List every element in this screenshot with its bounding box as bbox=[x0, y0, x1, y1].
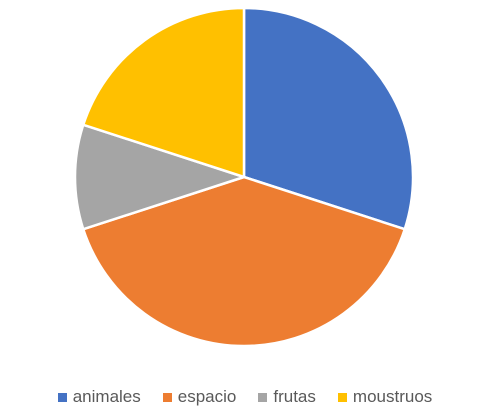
legend-item-espacio: espacio bbox=[162, 387, 237, 407]
legend-label-moustruos: moustruos bbox=[352, 387, 433, 406]
pie-slice-animales bbox=[242, 6, 415, 231]
legend-swatch-frutas bbox=[258, 392, 268, 402]
pie-slice-frutas bbox=[73, 123, 246, 231]
legend-label-animales: animales bbox=[72, 387, 141, 406]
legend-item-frutas: frutas bbox=[258, 387, 316, 407]
legend-swatch-espacio bbox=[162, 392, 172, 402]
pie-slice-moustruos bbox=[82, 6, 246, 179]
legend-item-animales: animales bbox=[57, 387, 141, 407]
legend-label-frutas: frutas bbox=[273, 387, 316, 406]
legend: animales espacio frutas moustruos bbox=[0, 385, 490, 409]
legend-label-espacio: espacio bbox=[177, 387, 237, 406]
legend-item-moustruos: moustruos bbox=[337, 387, 433, 407]
pie-slice-espacio bbox=[82, 175, 406, 348]
pie-plot-area bbox=[73, 6, 415, 348]
legend-swatch-animales bbox=[57, 392, 67, 402]
legend-swatch-moustruos bbox=[337, 392, 347, 402]
